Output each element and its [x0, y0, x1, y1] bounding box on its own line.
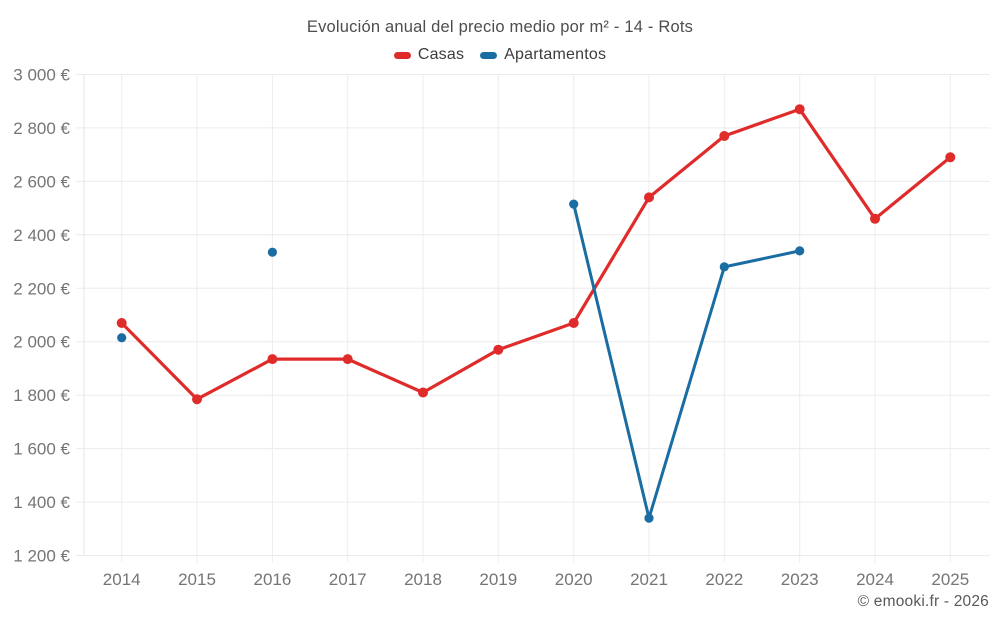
y-tick-label: 1 800 €: [13, 386, 70, 405]
x-tick-label: 2015: [178, 570, 216, 589]
y-tick-label: 2 400 €: [13, 226, 70, 245]
chart-title: Evolución anual del precio medio por m² …: [306, 18, 694, 36]
x-tick-label: 2019: [479, 570, 517, 589]
data-point-casas-2014[interactable]: [116, 318, 127, 328]
y-tick-label: 1 400 €: [13, 493, 70, 512]
y-tick-label: 1 200 €: [13, 547, 70, 566]
y-tick-label: 2 600 €: [13, 172, 70, 191]
data-point-casas-2023[interactable]: [794, 104, 805, 115]
data-point-casas-2019[interactable]: [493, 344, 504, 355]
data-point-casas-2022[interactable]: [719, 131, 730, 141]
copyright-text: © emooki.fr - 2026: [857, 593, 989, 610]
y-tick-label: 2 200 €: [13, 279, 70, 298]
x-tick-label: 2018: [404, 570, 442, 589]
x-tick-label: 2021: [630, 570, 668, 589]
data-point-apartamentos-2023[interactable]: [795, 246, 805, 256]
y-tick-label: 1 600 €: [13, 440, 70, 459]
casas-series-swatch-icon: [393, 51, 411, 59]
data-point-apartamentos-2021[interactable]: [644, 513, 654, 523]
y-tick-label: 2 800 €: [13, 119, 70, 138]
legend-label-casas: Casas: [417, 46, 465, 63]
data-point-apartamentos-2014[interactable]: [117, 333, 127, 343]
series-line-casas: [120, 107, 952, 401]
data-point-casas-2021[interactable]: [644, 192, 654, 203]
data-point-casas-2015[interactable]: [192, 394, 202, 405]
data-point-casas-2025[interactable]: [945, 152, 956, 163]
x-tick-label: 2024: [856, 570, 894, 589]
x-tick-label: 2023: [781, 570, 819, 589]
legend-label-apartamentos: Apartamentos: [504, 46, 607, 63]
data-point-casas-2018[interactable]: [418, 387, 428, 398]
data-point-apartamentos-2022[interactable]: [719, 262, 729, 272]
data-point-casas-2017[interactable]: [342, 354, 353, 365]
series-line-apartamentos: [572, 202, 802, 520]
data-point-casas-2024[interactable]: [870, 213, 880, 224]
legend: Casas Apartamentos: [0, 46, 1000, 64]
data-point-apartamentos-2016[interactable]: [267, 247, 277, 257]
legend-item-casas[interactable]: Casas: [393, 46, 465, 64]
x-tick-label: 2025: [931, 570, 969, 589]
data-point-apartamentos-2020[interactable]: [569, 199, 579, 209]
apartamentos-series-swatch-icon: [480, 51, 498, 59]
x-tick-label: 2022: [705, 570, 743, 589]
x-tick-label: 2016: [253, 570, 291, 589]
legend-item-apartamentos[interactable]: Apartamentos: [480, 46, 606, 64]
data-point-casas-2016[interactable]: [267, 354, 278, 365]
x-tick-label: 2020: [555, 570, 593, 589]
data-point-casas-2020[interactable]: [568, 318, 579, 328]
x-tick-label: 2017: [329, 570, 367, 589]
x-tick-label: 2014: [103, 570, 141, 589]
y-tick-label: 3 000 €: [13, 66, 70, 85]
y-tick-label: 2 000 €: [13, 333, 70, 352]
